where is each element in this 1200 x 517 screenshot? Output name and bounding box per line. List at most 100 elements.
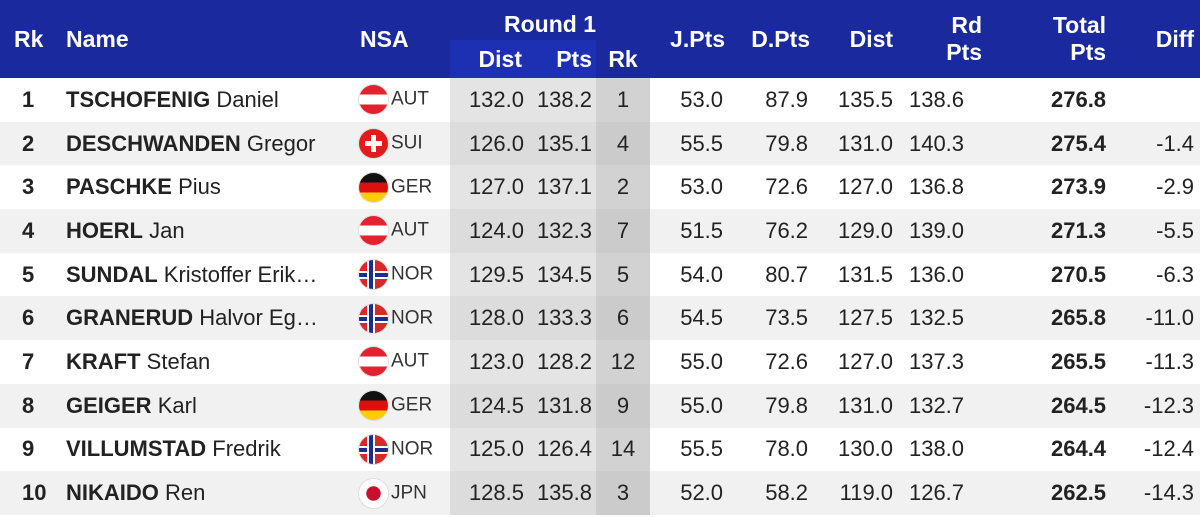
header-total-points[interactable]: Total Pts	[992, 0, 1117, 78]
athlete-last-name[interactable]: HOERL	[66, 217, 143, 243]
judge-points-cell: 55.5	[650, 121, 736, 166]
nsa-cell: SUI	[356, 121, 450, 166]
athlete-name-cell[interactable]: SUNDAL Kristoffer Erik…	[62, 252, 356, 297]
round1-distance-cell: 126.0	[450, 121, 532, 166]
round1-rank-cell: 2	[596, 165, 651, 210]
diff-cell: -12.4	[1116, 427, 1200, 472]
distance-cell: 127.5	[820, 296, 904, 341]
athlete-name-cell[interactable]: PASCHKE Pius	[62, 165, 356, 210]
header-round1-distance[interactable]: Dist	[450, 40, 532, 78]
table-row[interactable]: 7 KRAFT Stefan AUT 123.0 128.2 12 55.0 72.6 127.…	[0, 340, 1200, 384]
distance-points-cell: 79.8	[735, 383, 821, 428]
round1-points-cell: 131.8	[532, 383, 596, 428]
athlete-last-name[interactable]: GRANERUD	[66, 305, 194, 331]
header-distance[interactable]: Dist	[820, 0, 904, 78]
nsa-code: SUI	[391, 132, 423, 154]
athlete-first-name[interactable]: Halvor Eg…	[199, 305, 318, 331]
round1-rank-cell: 12	[596, 340, 651, 384]
athlete-first-name[interactable]: Daniel	[216, 86, 279, 112]
header-round1-points[interactable]: Pts	[532, 40, 596, 78]
nsa-code: NOR	[391, 263, 434, 285]
header-diff[interactable]: Diff	[1116, 0, 1200, 78]
athlete-name-cell[interactable]: HOERL Jan	[62, 209, 356, 253]
athlete-last-name[interactable]: KRAFT	[66, 348, 141, 374]
distance-cell: 135.5	[820, 78, 904, 122]
athlete-first-name[interactable]: Ren	[165, 480, 206, 506]
round1-distance-cell: 124.5	[450, 383, 532, 428]
nsa-cell: GER	[356, 383, 450, 428]
distance-points-cell: 76.2	[735, 209, 821, 253]
athlete-name-cell[interactable]: NIKAIDO Ren	[62, 471, 356, 515]
round-points-cell: 132.7	[903, 383, 993, 428]
round1-points-cell: 134.5	[532, 252, 596, 297]
nsa-code: AUT	[391, 219, 429, 241]
athlete-last-name[interactable]: TSCHOFENIG	[66, 86, 211, 112]
athlete-name-cell[interactable]: TSCHOFENIG Daniel	[62, 78, 356, 122]
athlete-first-name[interactable]: Gregor	[246, 130, 316, 156]
round1-points-cell: 138.2	[532, 78, 596, 122]
athlete-first-name[interactable]: Stefan	[146, 348, 211, 374]
header-rank[interactable]: Rk	[0, 0, 62, 78]
athlete-first-name[interactable]: Pius	[178, 174, 221, 200]
round1-rank-cell: 5	[596, 252, 651, 297]
athlete-name-cell[interactable]: KRAFT Stefan	[62, 340, 356, 384]
round1-points-cell: 126.4	[532, 427, 596, 472]
header-distance-points[interactable]: D.Pts	[735, 0, 821, 78]
header-judge-points[interactable]: J.Pts	[650, 0, 736, 78]
round-points-cell: 137.3	[903, 340, 993, 384]
round1-distance-cell: 125.0	[450, 427, 532, 472]
table-row[interactable]: 5 SUNDAL Kristoffer Erik… NOR 129.5 134.5 5 54…	[0, 252, 1200, 297]
diff-cell: -5.5	[1116, 209, 1200, 253]
table-row[interactable]: 3 PASCHKE Pius GER 127.0 137.1 2 53.0 72.6 127.0…	[0, 165, 1200, 210]
nsa-cell: NOR	[356, 252, 450, 297]
round1-distance-cell: 129.5	[450, 252, 532, 297]
athlete-last-name[interactable]: PASCHKE	[66, 174, 172, 200]
total-points-cell: 265.8	[992, 296, 1117, 341]
table-row[interactable]: 8 GEIGER Karl GER 124.5 131.8 9 55.0 79.8 131.0 1…	[0, 383, 1200, 428]
header-round1-rank[interactable]: Rk	[596, 40, 651, 78]
athlete-name-cell[interactable]: GRANERUD Halvor Eg…	[62, 296, 356, 341]
table-row[interactable]: 1 TSCHOFENIG Daniel AUT 132.0 138.2 1 53.0 87.9…	[0, 78, 1200, 122]
round-points-cell: 136.0	[903, 252, 993, 297]
round1-rank-cell: 14	[596, 427, 651, 472]
athlete-name-cell[interactable]: GEIGER Karl	[62, 383, 356, 428]
aut-flag-icon	[359, 85, 388, 115]
judge-points-cell: 55.0	[650, 383, 736, 428]
sui-flag-icon	[359, 129, 388, 159]
header-round-points[interactable]: Rd Pts	[903, 0, 993, 78]
athlete-first-name[interactable]: Karl	[157, 392, 197, 418]
header-name[interactable]: Name	[62, 0, 356, 78]
distance-points-cell: 73.5	[735, 296, 821, 341]
round1-distance-cell: 128.5	[450, 471, 532, 515]
table-header: Rk Name NSA Round 1 J.Pts D.Pts Dist Rd …	[0, 0, 1200, 78]
athlete-name-cell[interactable]: DESCHWANDEN Gregor	[62, 121, 356, 166]
nsa-cell: AUT	[356, 78, 450, 122]
results-body: 1 TSCHOFENIG Daniel AUT 132.0 138.2 1 53.0 87.9…	[0, 78, 1200, 515]
table-row[interactable]: 10 NIKAIDO Ren JPN 128.5 135.8 3 52.0 58.2 119.0…	[0, 471, 1200, 515]
athlete-first-name[interactable]: Jan	[149, 217, 185, 243]
athlete-last-name[interactable]: NIKAIDO	[66, 480, 159, 506]
judge-points-cell: 55.5	[650, 427, 736, 472]
round1-points-cell: 135.1	[532, 121, 596, 166]
distance-cell: 131.5	[820, 252, 904, 297]
athlete-name-cell[interactable]: VILLUMSTAD Fredrik	[62, 427, 356, 472]
distance-cell: 130.0	[820, 427, 904, 472]
round-points-cell: 138.6	[903, 78, 993, 122]
table-row[interactable]: 4 HOERL Jan AUT 124.0 132.3 7 51.5 76.2 129.0 139…	[0, 209, 1200, 253]
nsa-code: JPN	[391, 482, 427, 504]
athlete-first-name[interactable]: Fredrik	[212, 436, 281, 462]
table-row[interactable]: 6 GRANERUD Halvor Eg… NOR 128.0 133.3 6 54.5 73…	[0, 296, 1200, 341]
total-points-cell: 273.9	[992, 165, 1117, 210]
header-nsa[interactable]: NSA	[356, 0, 450, 78]
round1-distance-cell: 132.0	[450, 78, 532, 122]
judge-points-cell: 54.0	[650, 252, 736, 297]
table-row[interactable]: 9 VILLUMSTAD Fredrik NOR 125.0 126.4 14 55.5 78…	[0, 427, 1200, 472]
athlete-first-name[interactable]: Kristoffer Erik…	[163, 261, 318, 287]
athlete-last-name[interactable]: DESCHWANDEN	[66, 130, 241, 156]
athlete-last-name[interactable]: VILLUMSTAD	[66, 436, 207, 462]
round-points-cell: 140.3	[903, 121, 993, 166]
athlete-last-name[interactable]: GEIGER	[66, 392, 152, 418]
table-row[interactable]: 2 DESCHWANDEN Gregor SUI 126.0 135.1 4 55.5 79.…	[0, 121, 1200, 166]
athlete-last-name[interactable]: SUNDAL	[66, 261, 158, 287]
